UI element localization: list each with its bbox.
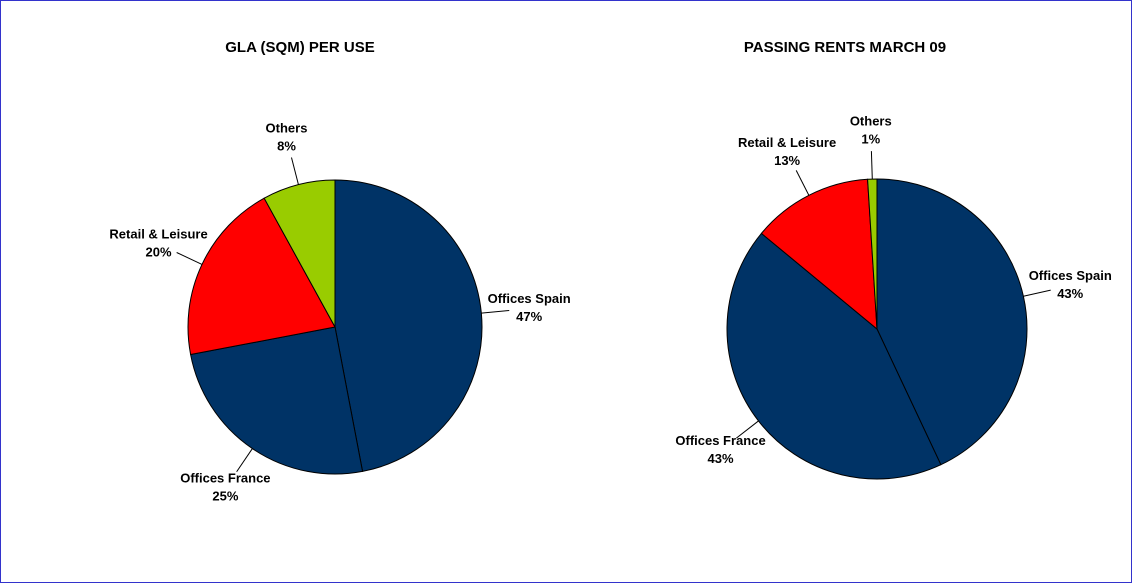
pie-slice xyxy=(190,326,364,475)
value-label: 47% xyxy=(516,309,542,324)
slice-label: Others xyxy=(850,114,892,129)
value-label: 20% xyxy=(146,244,172,259)
slice-label: Offices Spain xyxy=(1029,268,1112,283)
slice-label: Offices France xyxy=(675,433,765,448)
value-label: 1% xyxy=(861,132,880,147)
slice-label: Offices Spain xyxy=(488,291,571,306)
value-label: 25% xyxy=(212,489,238,504)
leader-line xyxy=(236,448,253,473)
value-label: 43% xyxy=(1057,286,1083,301)
slice-label: Retail & Leisure xyxy=(109,226,207,241)
chart-title: PASSING RENTS MARCH 09 xyxy=(744,39,946,56)
chart-title: GLA (SQM) PER USE xyxy=(225,39,374,56)
value-label: 8% xyxy=(277,139,296,154)
slice-label: Retail & Leisure xyxy=(738,135,836,150)
leader-line xyxy=(290,157,299,185)
slice-label: Others xyxy=(266,121,308,136)
leader-line xyxy=(176,252,203,265)
leader-line xyxy=(1023,289,1051,297)
leader-line xyxy=(870,151,873,180)
slice-label: Offices France xyxy=(180,471,270,486)
value-label: 43% xyxy=(708,451,734,466)
pie-slice xyxy=(334,179,483,472)
pie-slice xyxy=(760,178,878,331)
pie-slice xyxy=(187,197,336,356)
leader-line xyxy=(736,420,759,439)
value-label: 13% xyxy=(774,153,800,168)
leader-line xyxy=(795,170,810,196)
leader-line xyxy=(481,310,510,314)
